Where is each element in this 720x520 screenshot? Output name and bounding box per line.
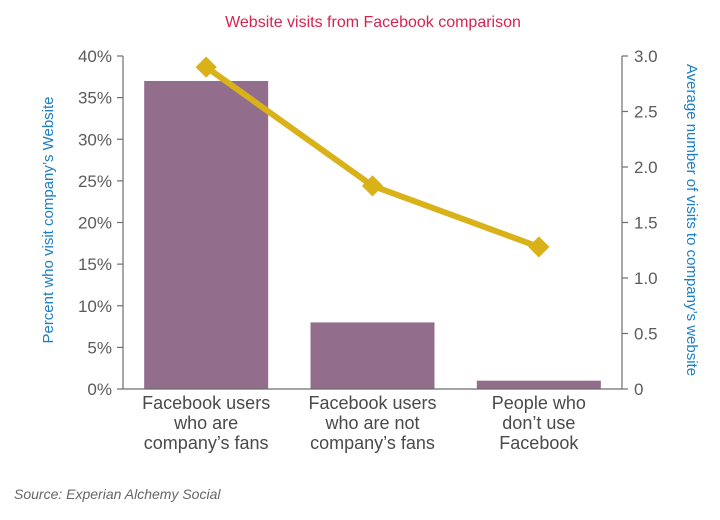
left-tick-label-1: 5% [87, 338, 112, 357]
y-axis-title: Percent who visit company’s Website [40, 96, 57, 343]
left-tick-label-2: 10% [78, 297, 112, 316]
left-tick-label-8: 40% [78, 47, 112, 66]
line-group [195, 56, 550, 258]
right-ticks: 0 0.5 1.0 1.5 2.0 2.5 3.0 [622, 47, 658, 399]
right-tick-label-5: 2.5 [634, 103, 658, 122]
bar-1 [310, 322, 435, 389]
right-tick-label-6: 3.0 [634, 47, 658, 66]
right-tick-label-2: 1.0 [634, 269, 658, 288]
y2-axis-title: Average number of visits to company’s we… [683, 64, 700, 376]
category-label-0: Facebook users who are company’s fans [142, 393, 270, 453]
line-point-2 [528, 236, 550, 258]
left-tick-label-4: 20% [78, 214, 112, 233]
line-point-0 [195, 56, 217, 78]
category-label-1: Facebook users who are not company’s fans [308, 393, 436, 453]
bar-0 [144, 80, 269, 389]
chart-title: Website visits from Facebook comparison [225, 14, 521, 31]
left-ticks: 0% 5% 10% 15% 20% 25% 30% 35% 40% [78, 47, 123, 399]
left-tick-label-5: 25% [78, 172, 112, 191]
left-tick-label-3: 15% [78, 255, 112, 274]
source-note: Source: Experian Alchemy Social [14, 486, 221, 502]
right-tick-label-3: 1.5 [634, 214, 658, 233]
category-labels: Facebook users who are company’s fans Faceb… [142, 393, 586, 453]
bar-2 [476, 380, 601, 389]
right-tick-label-1: 0.5 [634, 325, 658, 344]
left-tick-label-6: 30% [78, 130, 112, 149]
bars-group [144, 80, 601, 389]
left-tick-label-0: 0% [87, 380, 112, 399]
left-tick-label-7: 35% [78, 89, 112, 108]
right-tick-label-0: 0 [634, 380, 643, 399]
right-tick-label-4: 2.0 [634, 158, 658, 177]
category-label-2: People who don’t use Facebook [492, 393, 586, 453]
